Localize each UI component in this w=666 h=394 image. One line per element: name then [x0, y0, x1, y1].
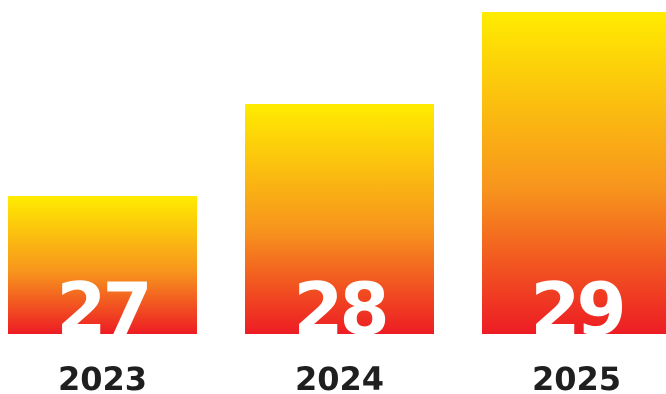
- bar-2023: [8, 196, 197, 334]
- bars-layer: [8, 12, 666, 334]
- category-label-2025: 2025: [532, 360, 621, 394]
- bar-value-label-2023: 27: [56, 267, 148, 351]
- bar-value-label-2025: 29: [530, 267, 622, 351]
- labels-layer: 27 2023 28 2024 29 2025: [56, 267, 626, 394]
- bar-2025: [482, 12, 666, 334]
- category-label-2023: 2023: [58, 360, 147, 394]
- bar-2024: [245, 104, 434, 334]
- bar-value-label-2024: 28: [293, 267, 385, 351]
- category-label-2024: 2024: [295, 360, 384, 394]
